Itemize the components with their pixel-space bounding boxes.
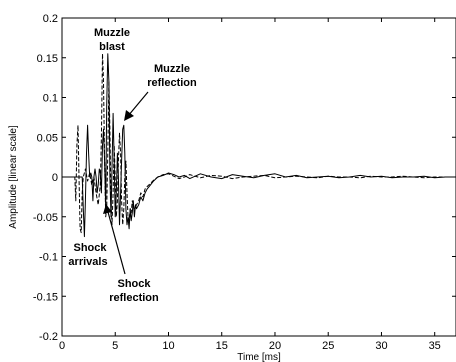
x-tick-label: 15 (216, 340, 228, 352)
y-tick-label: 0.1 (43, 93, 58, 105)
y-tick-label: -0.05 (33, 212, 58, 224)
series-line-dashed (62, 53, 456, 234)
annotation-shock-reflection-line1: Shock (117, 278, 151, 290)
x-tick-label: 10 (162, 340, 174, 352)
shock-reflection-arrow-head (103, 204, 112, 214)
ticks-layer (61, 17, 456, 337)
annotation-muzzle-reflection-line2: reflection (147, 77, 197, 89)
series-line-solid (62, 53, 456, 238)
x-tick-label: 30 (375, 340, 387, 352)
shock-reflection-arrow-shaft (107, 211, 126, 275)
x-tick-label: 25 (322, 340, 334, 352)
muzzle-reflection-arrow-head (124, 110, 134, 121)
y-tick-label: -0.1 (39, 252, 58, 264)
y-axis-label: Amplitude [linear scale] (8, 125, 19, 229)
annotation-shock-reflection: Shock reflection (103, 204, 159, 304)
x-tick-label: 0 (59, 340, 65, 352)
annotation-shock-reflection-line2: reflection (109, 292, 159, 304)
x-tick-label: 35 (429, 340, 441, 352)
y-tick-label: -0.15 (33, 291, 58, 303)
muzzle-reflection-arrow-shaft (127, 91, 149, 117)
annotation-shock-arrivals: Shock arrivals (68, 242, 107, 268)
annotation-muzzle-reflection-line1: Muzzle (154, 63, 190, 75)
annotation-muzzle-blast-line1: Muzzle (94, 27, 130, 39)
x-axis-label: Time [ms] (237, 352, 281, 362)
annotation-muzzle-blast-line2: blast (99, 41, 125, 53)
y-tick-label: 0 (52, 172, 58, 184)
x-tick-label: 20 (269, 340, 281, 352)
x-tick-label: 5 (112, 340, 118, 352)
y-tick-label: 0.2 (43, 13, 58, 25)
annotation-shock-arrivals-line2: arrivals (68, 256, 107, 268)
y-tick-label: -0.2 (39, 331, 58, 343)
annotation-muzzle-blast: Muzzle blast (94, 27, 130, 53)
y-tick-label: 0.05 (37, 132, 58, 144)
y-tick-label: 0.15 (37, 53, 58, 65)
tick-labels-layer: 0 5 10 15 20 25 30 35 0.2 0.15 0.1 0.05 0 -0.05 -0.1 -0… (33, 13, 441, 352)
annotation-muzzle-reflection: Muzzle reflection (124, 63, 197, 121)
annotation-shock-arrivals-line1: Shock (73, 242, 107, 254)
series-layer (62, 53, 456, 238)
